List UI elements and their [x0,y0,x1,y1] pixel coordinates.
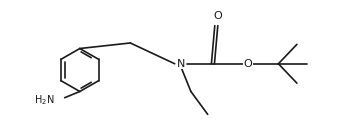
Text: O: O [244,59,252,69]
Text: H$_2$N: H$_2$N [34,94,54,107]
Text: O: O [213,11,222,21]
Text: N: N [176,59,185,69]
